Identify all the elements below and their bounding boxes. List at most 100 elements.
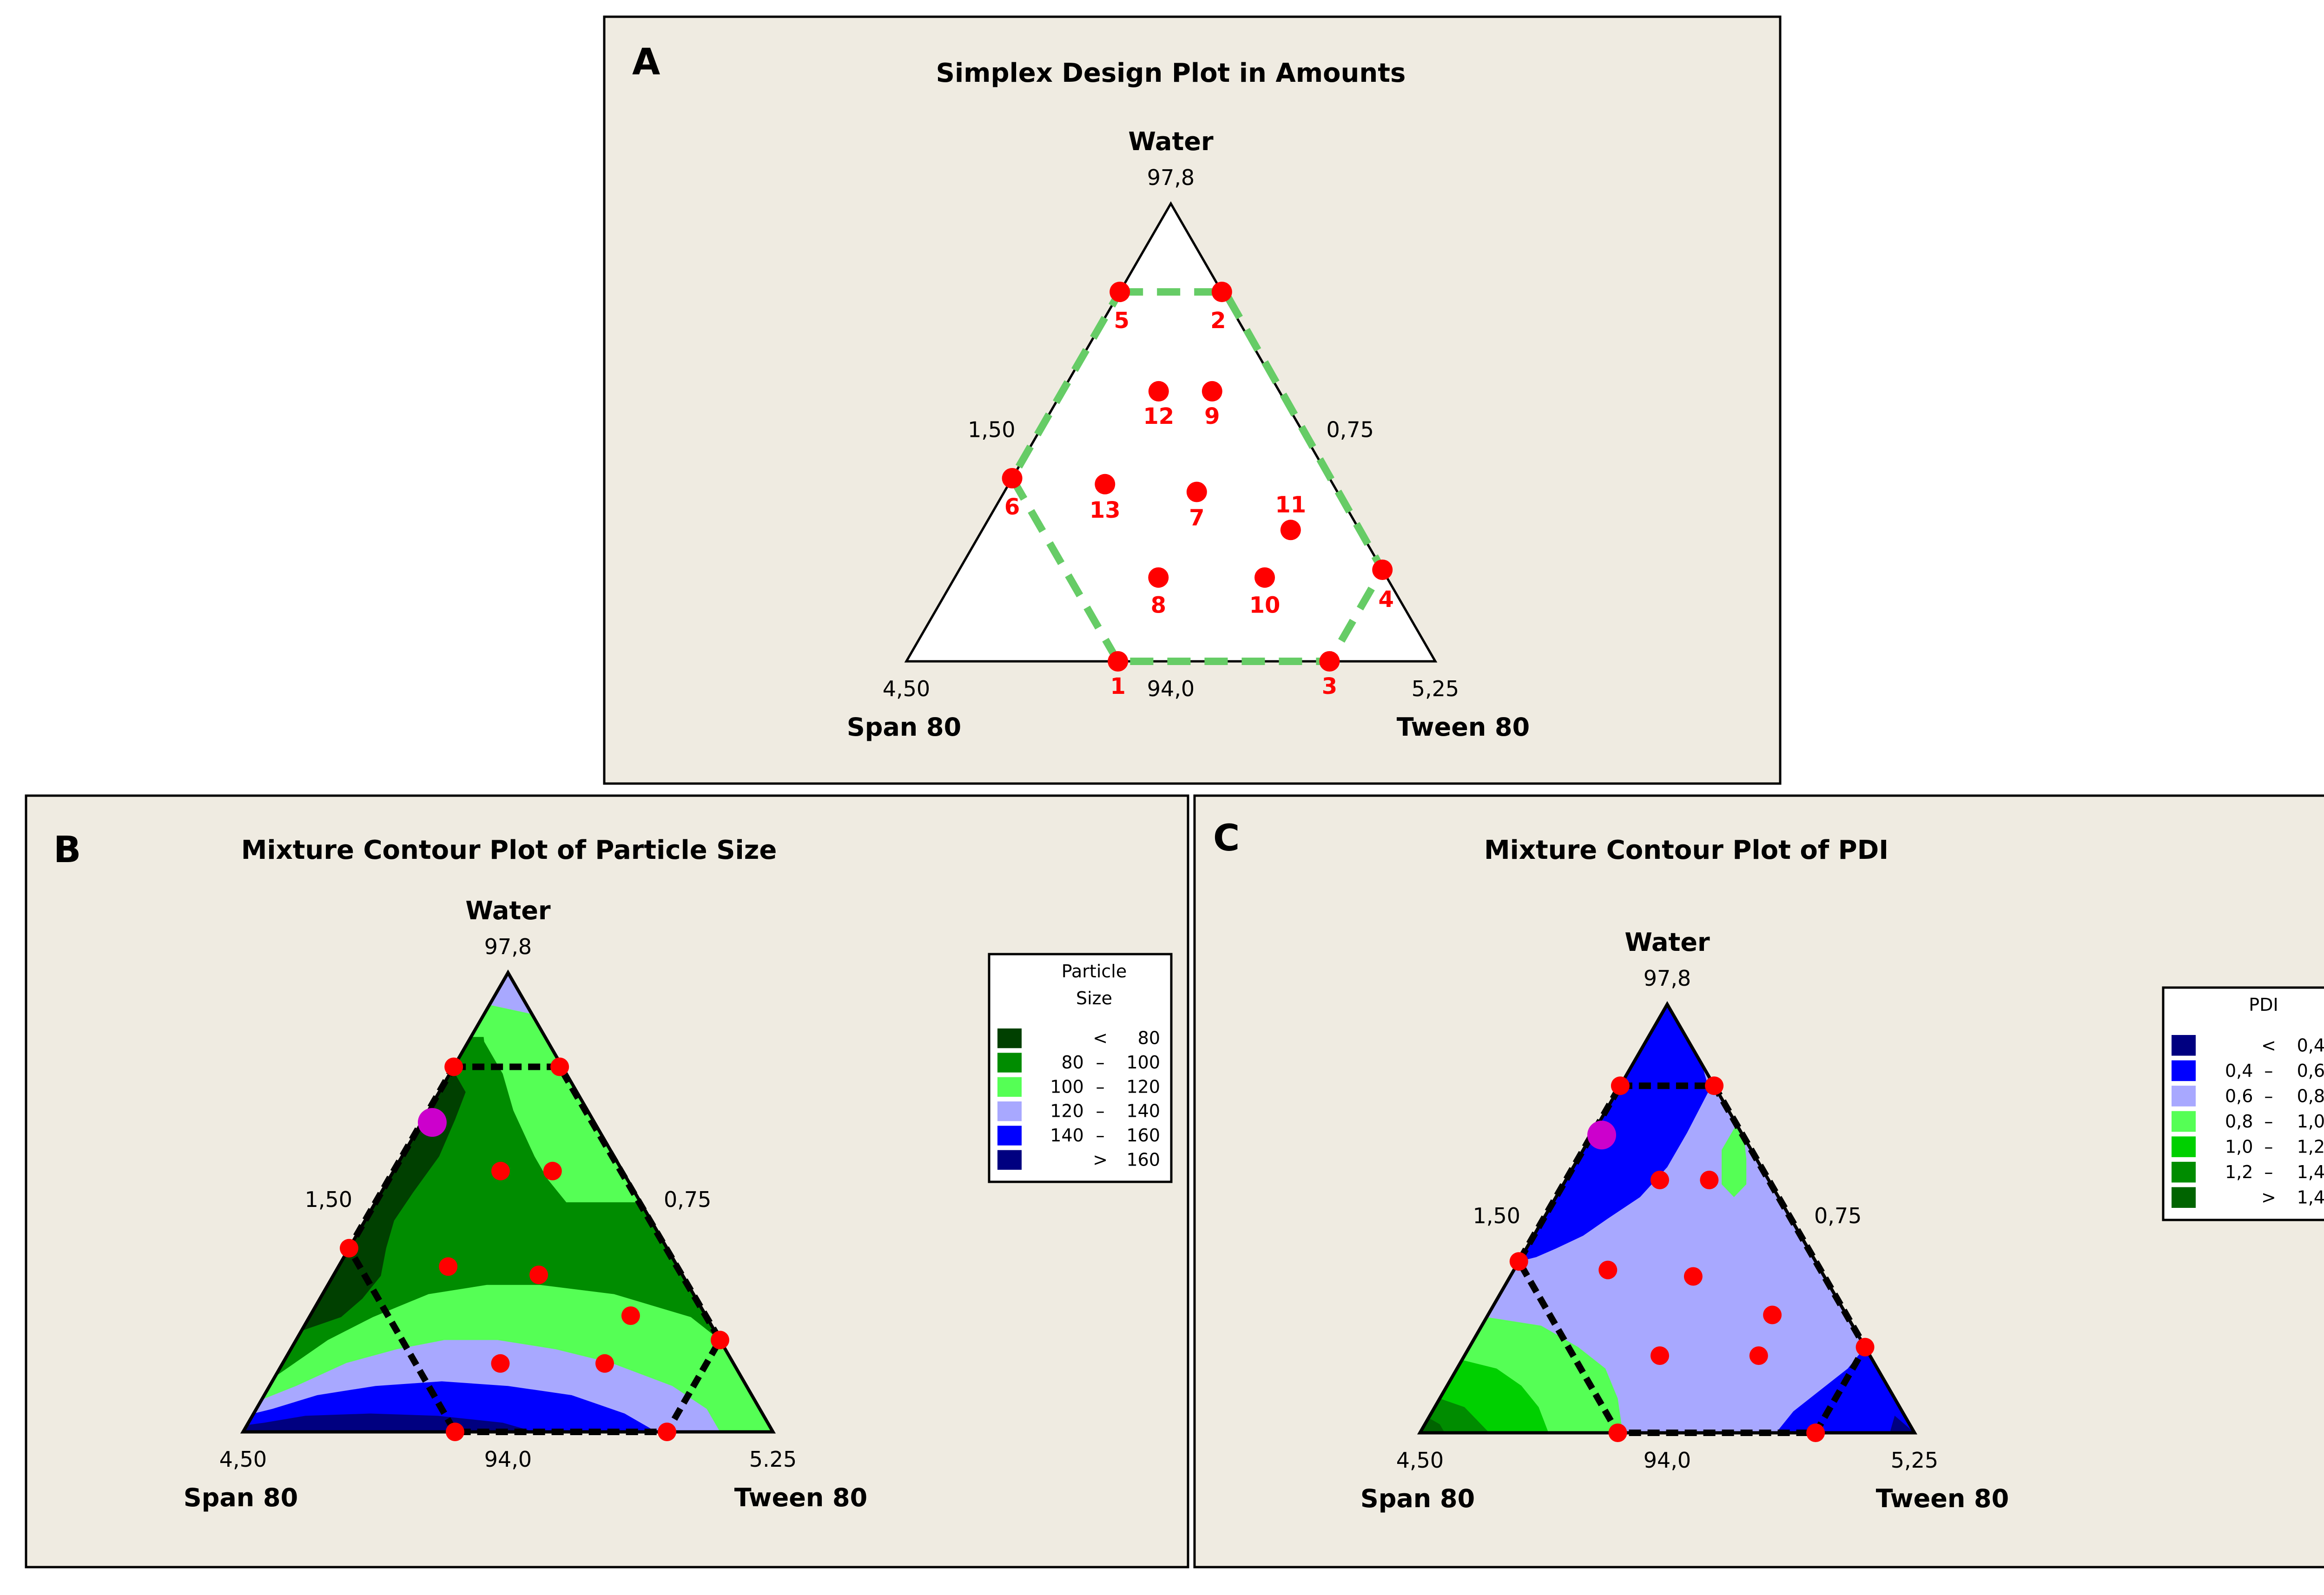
component-label-tween80: Tween 80 (1876, 1484, 2009, 1513)
panel-c-pdi-contour: C Mixture Contour Plot of PDI Water 97,8… (1193, 794, 2324, 1569)
legend-operator: – (2264, 1162, 2273, 1182)
tick-label-left-mid: 1,50 (968, 417, 1015, 442)
design-point-label: 1 (1110, 673, 1125, 699)
legend-low-value: 100 (1050, 1076, 1084, 1097)
design-point-2 (1211, 282, 1232, 303)
panel-letter: A (632, 41, 660, 83)
ternary-plot-area (1417, 1001, 1918, 1442)
design-point-13 (1095, 474, 1116, 494)
design-point-7 (529, 1265, 548, 1285)
tick-label-right-mid: 0,75 (664, 1187, 711, 1212)
design-point-11 (595, 1354, 614, 1373)
design-point-label: 5 (1114, 308, 1129, 334)
legend-swatch (997, 1053, 1022, 1073)
ternary-background (906, 204, 1435, 661)
tick-label-apex: 97,8 (484, 934, 532, 959)
design-point-label: 2 (1210, 308, 1226, 334)
component-label-water: Water (1128, 127, 1214, 156)
legend-swatch (997, 1028, 1022, 1048)
tick-label-apex: 97,8 (1147, 165, 1195, 190)
design-point-6 (1598, 1260, 1618, 1279)
design-point-2 (550, 1057, 569, 1076)
panel-b-particle-size-contour: B Mixture Contour Plot of Particle Size … (25, 794, 1189, 1569)
legend-operator: – (2264, 1111, 2273, 1132)
tick-label-left-mid: 1,50 (305, 1187, 352, 1212)
legend-high-value: 160 (1126, 1149, 1160, 1170)
legend-swatch (2172, 1136, 2196, 1157)
component-label-water: Water (1624, 928, 1710, 957)
design-point-8 (1148, 567, 1169, 588)
design-point-label: 3 (1322, 673, 1337, 699)
legend-swatch (2172, 1161, 2196, 1183)
tick-label-left-mid: 1,50 (1473, 1203, 1520, 1228)
design-point-10 (1651, 1346, 1669, 1365)
legend-high-value: 120 (1126, 1076, 1160, 1097)
panel-c-frame (1193, 794, 2324, 1569)
legend-operator: < (2261, 1035, 2276, 1055)
legend-low-value: 1,2 (2225, 1162, 2253, 1182)
legend-high-value: 1,4 (2297, 1162, 2324, 1182)
legend-swatch (997, 1126, 1022, 1146)
tick-label-left-vertex: 4,50 (1396, 1448, 1444, 1473)
design-point-2 (1705, 1076, 1724, 1095)
design-point-12 (446, 1423, 464, 1441)
legend-swatch (2172, 1086, 2196, 1107)
plot-title: Mixture Contour Plot of Particle Size (241, 835, 777, 865)
tick-label-right-vertex: 5,25 (1412, 676, 1459, 701)
legend-operator: – (2264, 1061, 2273, 1081)
legend-low-value: 140 (1050, 1125, 1084, 1146)
design-point-13 (1806, 1424, 1825, 1442)
design-point-label: 9 (1204, 403, 1220, 429)
legend-pdi: PDI< 0,40,4–0,60,6–0,80,8–1,01,0–1,21,2–1… (2162, 986, 2324, 1221)
design-point-7 (1684, 1267, 1703, 1286)
tick-label-left-vertex: 4,50 (883, 676, 930, 701)
legend-operator: – (2264, 1086, 2273, 1106)
legend-high-value: 100 (1126, 1052, 1160, 1073)
legend-operator: – (1096, 1101, 1105, 1121)
design-point-4 (543, 1161, 562, 1180)
design-point-10 (491, 1354, 510, 1373)
legend-swatch (2172, 1187, 2196, 1208)
legend-high-value: 80 (1138, 1028, 1160, 1048)
design-point-3 (1319, 651, 1340, 672)
optimum-point (417, 1108, 447, 1137)
legend-operator: – (1096, 1052, 1105, 1073)
design-point-3 (491, 1161, 510, 1180)
component-label-span80: Span 80 (847, 712, 961, 742)
legend-swatch (997, 1077, 1022, 1097)
legend-high-value: 140 (1126, 1101, 1160, 1121)
design-point-label: 8 (1151, 593, 1166, 619)
plot-title: Mixture Contour Plot of PDI (1484, 835, 1888, 865)
design-point-10 (1254, 567, 1275, 588)
legend-swatch (997, 1150, 1022, 1170)
design-point-8 (1763, 1305, 1782, 1325)
design-point-13 (658, 1423, 676, 1441)
legend-operator: > (1093, 1149, 1108, 1170)
legend-operator: < (1093, 1028, 1108, 1048)
design-point-4 (1372, 560, 1393, 580)
design-point-label: 13 (1089, 497, 1121, 523)
legend-high-value: 160 (1126, 1125, 1160, 1146)
legend-swatch (2172, 1060, 2196, 1081)
design-point-5 (1509, 1252, 1528, 1271)
legend-high-value: 0,4 (2297, 1035, 2324, 1055)
tick-label-base-mid: 94,0 (1644, 1448, 1691, 1473)
legend-operator: > (2261, 1187, 2276, 1208)
legend-high-value: 1,4 (2297, 1187, 2324, 1208)
design-point-label: 7 (1189, 505, 1204, 531)
tick-label-right-vertex: 5,25 (1891, 1448, 1938, 1473)
design-point-1 (1611, 1076, 1630, 1095)
tick-label-base-mid: 94,0 (1147, 676, 1195, 701)
contour-region-4 (1889, 1416, 1915, 1433)
legend-high-value: 0,6 (2297, 1061, 2324, 1081)
design-point-label: 11 (1275, 492, 1306, 518)
legend-operator: – (1096, 1076, 1105, 1097)
design-point-4 (1700, 1171, 1719, 1189)
contour-region-3 (1776, 1347, 1915, 1433)
design-point-6 (1002, 468, 1023, 488)
component-label-tween80: Tween 80 (1397, 712, 1530, 742)
plot-title: Simplex Design Plot in Amounts (936, 58, 1406, 88)
